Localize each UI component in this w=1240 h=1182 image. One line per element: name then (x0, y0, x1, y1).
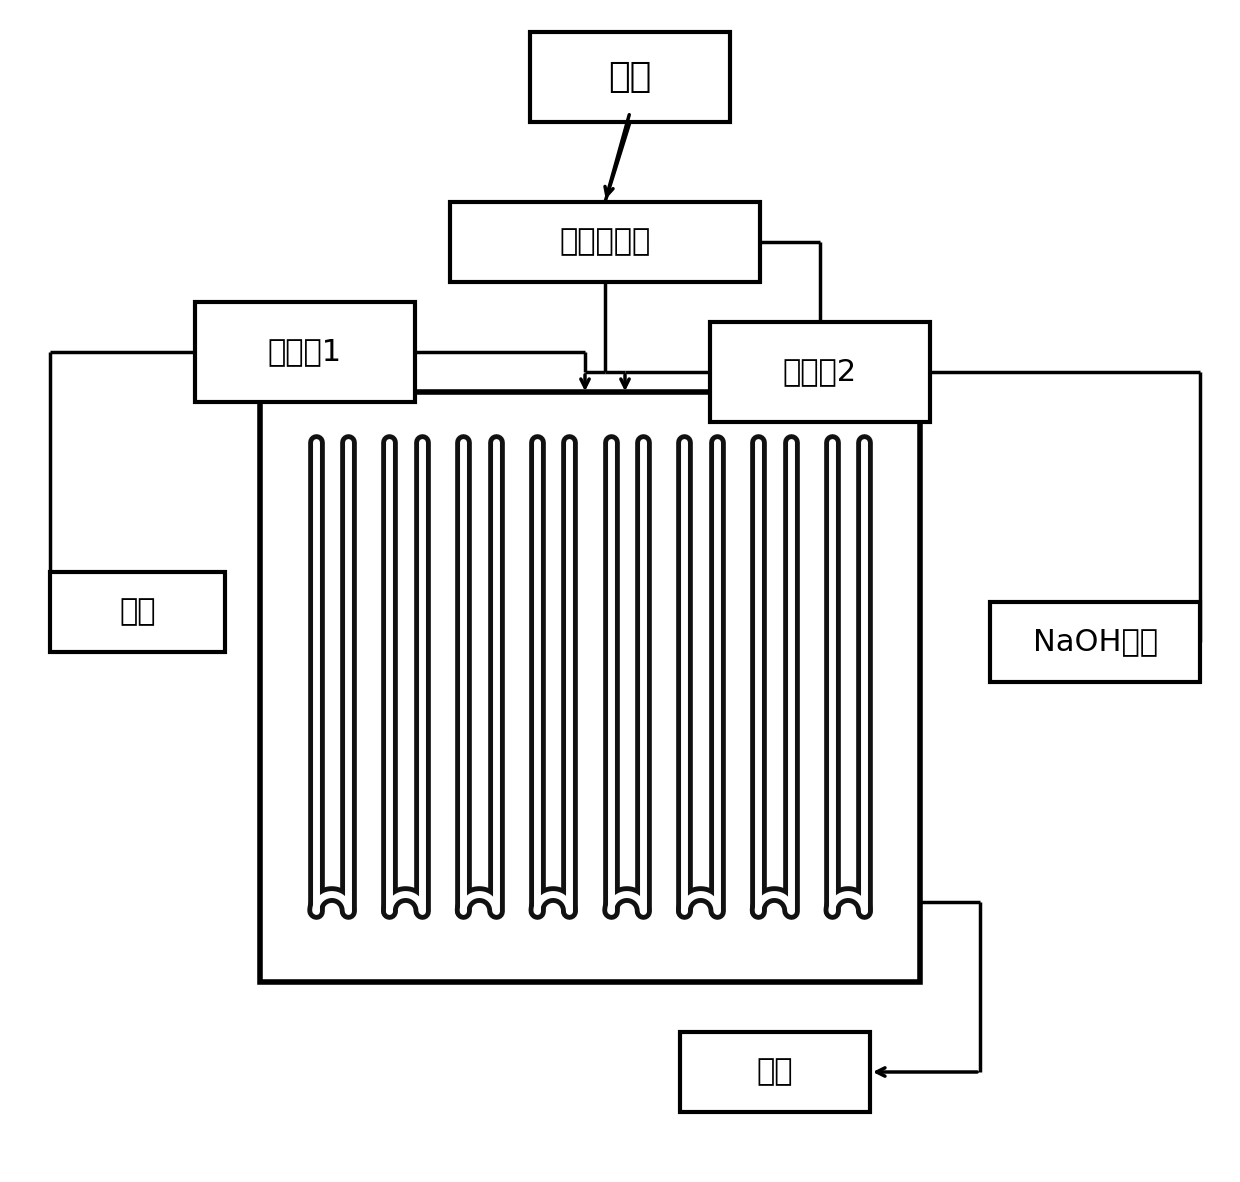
Text: 空气: 空气 (609, 60, 652, 95)
Bar (529, 32, 730, 122)
Bar (195, 301, 415, 402)
Bar (260, 392, 920, 982)
Bar (711, 322, 930, 422)
Text: 产物: 产物 (756, 1058, 794, 1086)
Text: 粺醒: 粺醒 (119, 597, 156, 626)
Bar (450, 202, 760, 282)
Bar (990, 602, 1200, 682)
Text: NaOH溶液: NaOH溶液 (1033, 628, 1157, 656)
Bar (680, 1032, 870, 1112)
Bar (50, 572, 224, 652)
Text: 柱塞杈1: 柱塞杈1 (268, 338, 342, 366)
Text: 质量流量计: 质量流量计 (559, 227, 651, 256)
Text: 柱塞杈2: 柱塞杈2 (782, 357, 857, 387)
